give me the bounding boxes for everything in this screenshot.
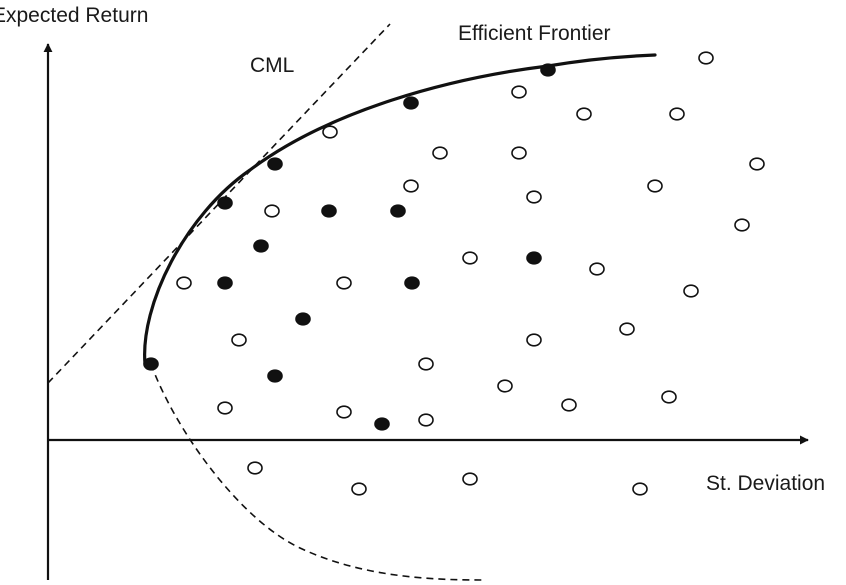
- portfolio-point-open-5: [322, 125, 338, 139]
- portfolio-point-open-12: [264, 204, 280, 218]
- portfolio-point-open-19: [619, 322, 635, 336]
- portfolio-point-open-8: [749, 157, 765, 171]
- cml-line: [47, 23, 391, 384]
- inefficient-frontier-branch: [150, 363, 483, 581]
- portfolio-point-open-15: [589, 262, 605, 276]
- portfolio-point-filled-2: [403, 96, 419, 110]
- portfolio-point-filled-7: [253, 239, 269, 253]
- portfolio-point-filled-12: [143, 357, 159, 371]
- portfolio-point-filled-1: [540, 63, 556, 77]
- portfolio-point-open-17: [336, 276, 352, 290]
- portfolio-point-open-20: [231, 333, 247, 347]
- portfolio-point-open-16: [176, 276, 192, 290]
- portfolio-point-open-1: [698, 51, 714, 65]
- portfolio-point-filled-4: [217, 196, 233, 210]
- y-axis-label: Expected Return: [0, 4, 148, 27]
- portfolio-point-open-3: [576, 107, 592, 121]
- cml-label: CML: [250, 54, 294, 77]
- portfolio-point-open-24: [561, 398, 577, 412]
- portfolio-point-open-6: [432, 146, 448, 160]
- efficient-frontier-label: Efficient Frontier: [458, 22, 611, 45]
- portfolio-point-open-22: [418, 357, 434, 371]
- portfolio-point-open-10: [647, 179, 663, 193]
- portfolio-point-open-23: [497, 379, 513, 393]
- portfolio-point-open-13: [734, 218, 750, 232]
- portfolio-point-filled-11: [295, 312, 311, 326]
- portfolio-point-open-4: [669, 107, 685, 121]
- portfolio-point-open-25: [661, 390, 677, 404]
- portfolio-point-open-2: [511, 85, 527, 99]
- efficient-frontier-curve: [143, 53, 657, 366]
- portfolio-point-open-26: [217, 401, 233, 415]
- portfolio-point-open-9: [403, 179, 419, 193]
- portfolio-point-open-7: [511, 146, 527, 160]
- portfolio-point-filled-6: [390, 204, 406, 218]
- portfolio-point-open-32: [632, 482, 648, 496]
- portfolio-point-filled-14: [374, 417, 390, 431]
- portfolio-point-open-28: [418, 413, 434, 427]
- portfolio-point-filled-8: [526, 251, 542, 265]
- x-axis-label: St. Deviation: [706, 472, 825, 495]
- portfolio-point-open-30: [462, 472, 478, 486]
- portfolio-point-open-14: [462, 251, 478, 265]
- portfolio-point-open-27: [336, 405, 352, 419]
- portfolio-point-filled-13: [267, 369, 283, 383]
- portfolio-point-filled-3: [267, 157, 283, 171]
- portfolio-points: [143, 51, 765, 496]
- portfolio-point-open-31: [351, 482, 367, 496]
- portfolio-point-open-21: [526, 333, 542, 347]
- portfolio-point-open-29: [247, 461, 263, 475]
- portfolio-point-filled-9: [217, 276, 233, 290]
- portfolio-point-filled-5: [321, 204, 337, 218]
- portfolio-point-filled-10: [404, 276, 420, 290]
- portfolio-point-open-11: [526, 190, 542, 204]
- portfolio-point-open-18: [683, 284, 699, 298]
